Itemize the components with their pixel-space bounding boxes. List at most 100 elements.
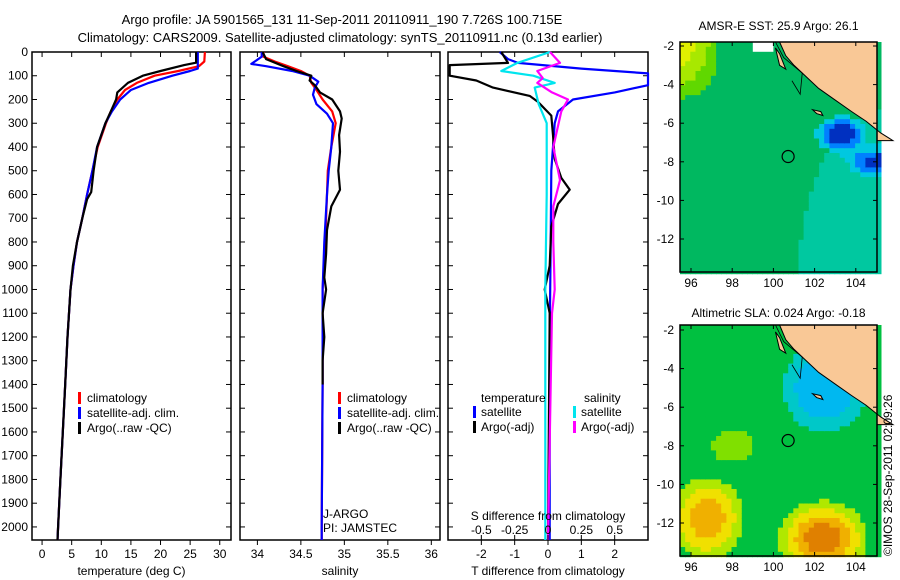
map-cell [757,75,764,82]
map-cell [726,421,733,427]
map-cell [762,532,769,538]
map-cell [808,527,815,533]
map-cell [716,518,722,524]
map-cell [875,378,882,384]
map-cell [808,450,815,456]
map-cell [788,489,794,495]
map-cell [870,431,877,437]
map-cell [736,373,743,379]
map-cell [741,42,748,48]
map-cell [757,85,764,91]
map-cell [844,426,851,432]
map-cell [726,397,733,403]
map-cell [695,474,702,480]
map-cell [767,382,774,389]
map-cell [839,464,846,471]
map-cell [803,387,810,394]
map-cell [757,172,764,178]
map-cell [726,235,733,241]
lon-tick-label: 96 [684,276,698,290]
map-cell [834,249,841,255]
map-cell [762,392,769,398]
map-cell [710,373,717,379]
map-cell [731,474,738,480]
map-cell [695,460,702,466]
map-cell [762,474,769,480]
map-cell [695,469,702,476]
map-cell [721,181,727,188]
map-cell [829,527,836,533]
map-cell [798,431,805,437]
map-cell [726,537,733,543]
map-cell [710,172,717,178]
map-cell [824,239,830,246]
map-cell [767,153,774,159]
map-cell [700,210,707,217]
map-cell [824,148,830,154]
map-cell [741,254,748,260]
map-cell [747,51,753,58]
map-cell [757,259,764,265]
map-cell [870,551,877,558]
map-cell [793,387,800,394]
map-cell [803,518,810,524]
map-cell [767,157,774,164]
map-cell [813,235,820,241]
map-cell [752,464,758,471]
map-cell [752,80,758,86]
map-cell [824,186,830,193]
map-cell [803,513,810,519]
map-cell [777,230,784,236]
map-cell [798,244,805,250]
map-cell [803,225,810,231]
map-cell [865,527,872,533]
map-cell [695,513,702,519]
map-cell [855,431,861,437]
map-cell [788,353,794,360]
map-cell [710,547,717,553]
map-cell [875,244,882,250]
map-cell [860,259,867,265]
map-cell [731,138,738,144]
map-cell [695,148,702,154]
map-cell [741,263,748,270]
map-cell [808,493,815,500]
map-cell [757,95,764,101]
map-cell [726,133,733,140]
map-cell [767,339,774,345]
map-cell [875,114,882,120]
map-cell [793,440,800,447]
map-cell [772,85,779,91]
map-cell [747,344,753,350]
map-cell [752,522,758,529]
map-cell [716,244,722,250]
y-tick-label: 1700 [1,449,28,463]
map-cell [834,230,841,236]
map-cell [690,474,697,480]
map-cell [813,191,820,197]
map-cell [875,167,882,173]
map-cell [870,440,877,447]
map-cell [721,124,727,130]
map-cell [772,522,779,529]
map-cell [777,191,784,197]
map-cell [705,450,712,456]
map-cell [762,334,769,340]
map-cell [762,90,769,96]
map-cell [808,402,815,408]
map-cell [757,542,764,548]
map-cell [685,157,691,164]
map-cell [870,235,877,241]
map-cell [875,239,882,246]
map-cell [793,71,800,77]
map-cell [793,249,800,255]
map-cell [680,493,686,500]
map-cell [793,157,800,164]
map-cell [757,210,764,217]
map-cell [690,358,697,365]
map-cell [757,522,764,529]
map-cell [690,186,697,193]
x2-tick-label: 0 [545,523,552,537]
map-cell [741,235,748,241]
map-cell [695,334,702,340]
